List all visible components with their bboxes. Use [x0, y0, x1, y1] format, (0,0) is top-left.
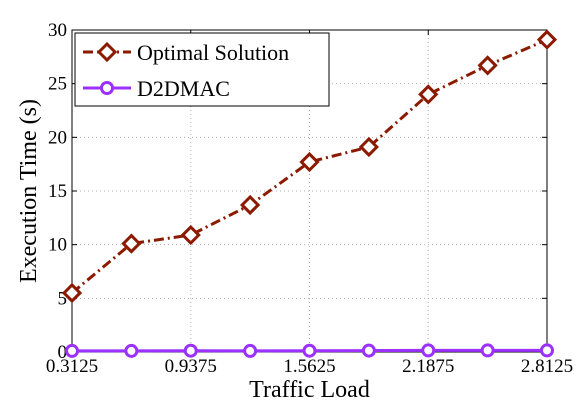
data-point: [180, 224, 201, 246]
data-point: [183, 343, 198, 358]
y-tick-label: 10: [48, 235, 67, 256]
series-layer: [61, 29, 558, 358]
series-0: [61, 29, 558, 304]
y-tick-label: 0: [58, 342, 68, 363]
y-tick-label: 15: [48, 181, 67, 202]
x-tick-label: 0.3125: [46, 356, 98, 377]
axis-ticks: 0.3125 0.9375 1.5625 2.1875 2.8125 0 5 10 15 20 25…: [46, 20, 573, 377]
legend-label: D2DMAC: [137, 76, 230, 101]
data-point: [240, 194, 261, 216]
data-point: [302, 343, 317, 358]
data-point: [421, 343, 436, 358]
data-point: [61, 282, 83, 304]
data-point: [299, 151, 320, 173]
legend-entry: Optimal Solution: [83, 40, 289, 65]
data-point: [361, 343, 376, 358]
legend-marker: [100, 81, 114, 95]
x-axis-title: Traffic Load: [249, 377, 370, 403]
x-tick-label: 0.9375: [165, 356, 217, 377]
y-tick-label: 25: [48, 74, 67, 95]
data-point: [124, 343, 139, 358]
data-point: [65, 343, 79, 358]
legend-entry: D2DMAC: [83, 76, 230, 101]
data-point: [477, 55, 498, 76]
x-tick-label: 1.5625: [283, 356, 335, 377]
y-tick-label: 30: [48, 20, 67, 41]
x-tick-label: 2.1875: [402, 356, 454, 377]
y-axis-title: Execution Time (s): [16, 99, 42, 283]
series-1: [65, 343, 554, 358]
data-point: [358, 136, 379, 158]
legend: Optimal Solution D2DMAC: [74, 32, 330, 107]
data-point: [121, 233, 142, 254]
legend-box: [74, 32, 330, 107]
x-tick-label: 2.8125: [521, 356, 573, 377]
data-point: [540, 343, 554, 358]
data-point: [480, 343, 495, 358]
series-line: [71, 38, 548, 295]
data-point: [418, 84, 439, 105]
data-point: [243, 343, 258, 358]
data-point: [536, 29, 558, 50]
legend-marker: [96, 41, 118, 63]
y-tick-label: 20: [48, 127, 67, 148]
y-tick-label: 5: [58, 288, 68, 309]
legend-label: Optimal Solution: [137, 40, 289, 65]
